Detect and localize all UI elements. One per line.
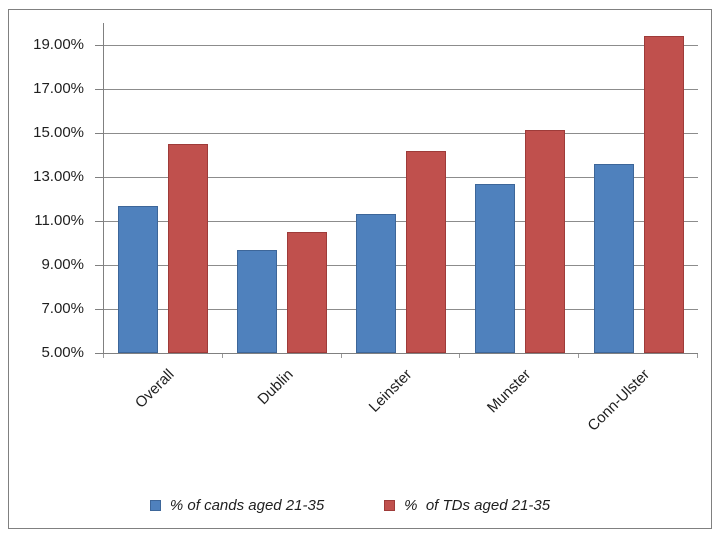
bar-overall-series-2 bbox=[168, 144, 209, 353]
legend-label: % of TDs aged 21-35 bbox=[404, 497, 551, 514]
y-axis-tick-label: 5.00% bbox=[41, 344, 84, 361]
x-axis-tick bbox=[697, 354, 698, 358]
y-axis-tick bbox=[95, 309, 103, 310]
gridline bbox=[104, 309, 698, 310]
legend-swatch-icon bbox=[384, 500, 396, 511]
y-axis-tick-label: 13.00% bbox=[33, 168, 84, 185]
y-axis-tick-label: 7.00% bbox=[41, 300, 84, 317]
y-axis-tick bbox=[95, 353, 103, 354]
x-axis-category-label: Dublin bbox=[254, 366, 297, 409]
x-axis-tick bbox=[578, 354, 579, 358]
bar-munster-series-1 bbox=[474, 183, 515, 353]
bar-dublin-series-1 bbox=[237, 249, 278, 353]
bar-conn-ulster-series-2 bbox=[643, 36, 684, 353]
legend-swatch-icon bbox=[149, 500, 161, 511]
plot-area bbox=[103, 23, 698, 354]
legend-entry-series-1: % of cands aged 21-35 bbox=[149, 497, 325, 514]
y-axis-tick bbox=[95, 45, 103, 46]
y-axis-tick-label: 19.00% bbox=[33, 36, 84, 53]
x-axis-tick bbox=[222, 354, 223, 358]
x-axis-tick bbox=[459, 354, 460, 358]
x-axis-tick bbox=[103, 354, 104, 358]
bar-leinster-series-1 bbox=[356, 214, 396, 353]
bar-overall-series-1 bbox=[118, 205, 159, 353]
legend: % of cands aged 21-35 % of TDs aged 21-35 bbox=[0, 497, 700, 514]
bar-munster-series-2 bbox=[524, 129, 565, 353]
y-axis-tick bbox=[95, 221, 103, 222]
gridline bbox=[104, 177, 698, 178]
y-axis-tick-label: 9.00% bbox=[41, 256, 84, 273]
gridline bbox=[104, 89, 698, 90]
y-axis-tick bbox=[95, 265, 103, 266]
legend-label: % of cands aged 21-35 bbox=[169, 497, 325, 514]
legend-entry-series-2: % of TDs aged 21-35 bbox=[384, 497, 550, 514]
y-axis-tick-label: 17.00% bbox=[33, 80, 84, 97]
y-axis-tick bbox=[95, 133, 103, 134]
x-axis-category-label: Leinster bbox=[365, 366, 416, 416]
gridline bbox=[104, 45, 698, 46]
gridline bbox=[104, 265, 698, 266]
bar-leinster-series-2 bbox=[406, 150, 446, 353]
bar-conn-ulster-series-1 bbox=[593, 163, 634, 353]
x-axis-category-label: Munster bbox=[483, 366, 534, 417]
bar-dublin-series-2 bbox=[287, 232, 328, 353]
gridline bbox=[104, 221, 698, 222]
x-axis-category-label: Conn-Ulster bbox=[584, 366, 653, 435]
y-axis-tick bbox=[95, 89, 103, 90]
y-axis-tick bbox=[95, 177, 103, 178]
x-axis-tick bbox=[341, 354, 342, 358]
x-axis-category-label: Overall bbox=[131, 366, 178, 412]
gridline bbox=[104, 133, 698, 134]
y-axis-tick-label: 11.00% bbox=[34, 212, 84, 229]
y-axis-tick-label: 15.00% bbox=[33, 124, 84, 141]
